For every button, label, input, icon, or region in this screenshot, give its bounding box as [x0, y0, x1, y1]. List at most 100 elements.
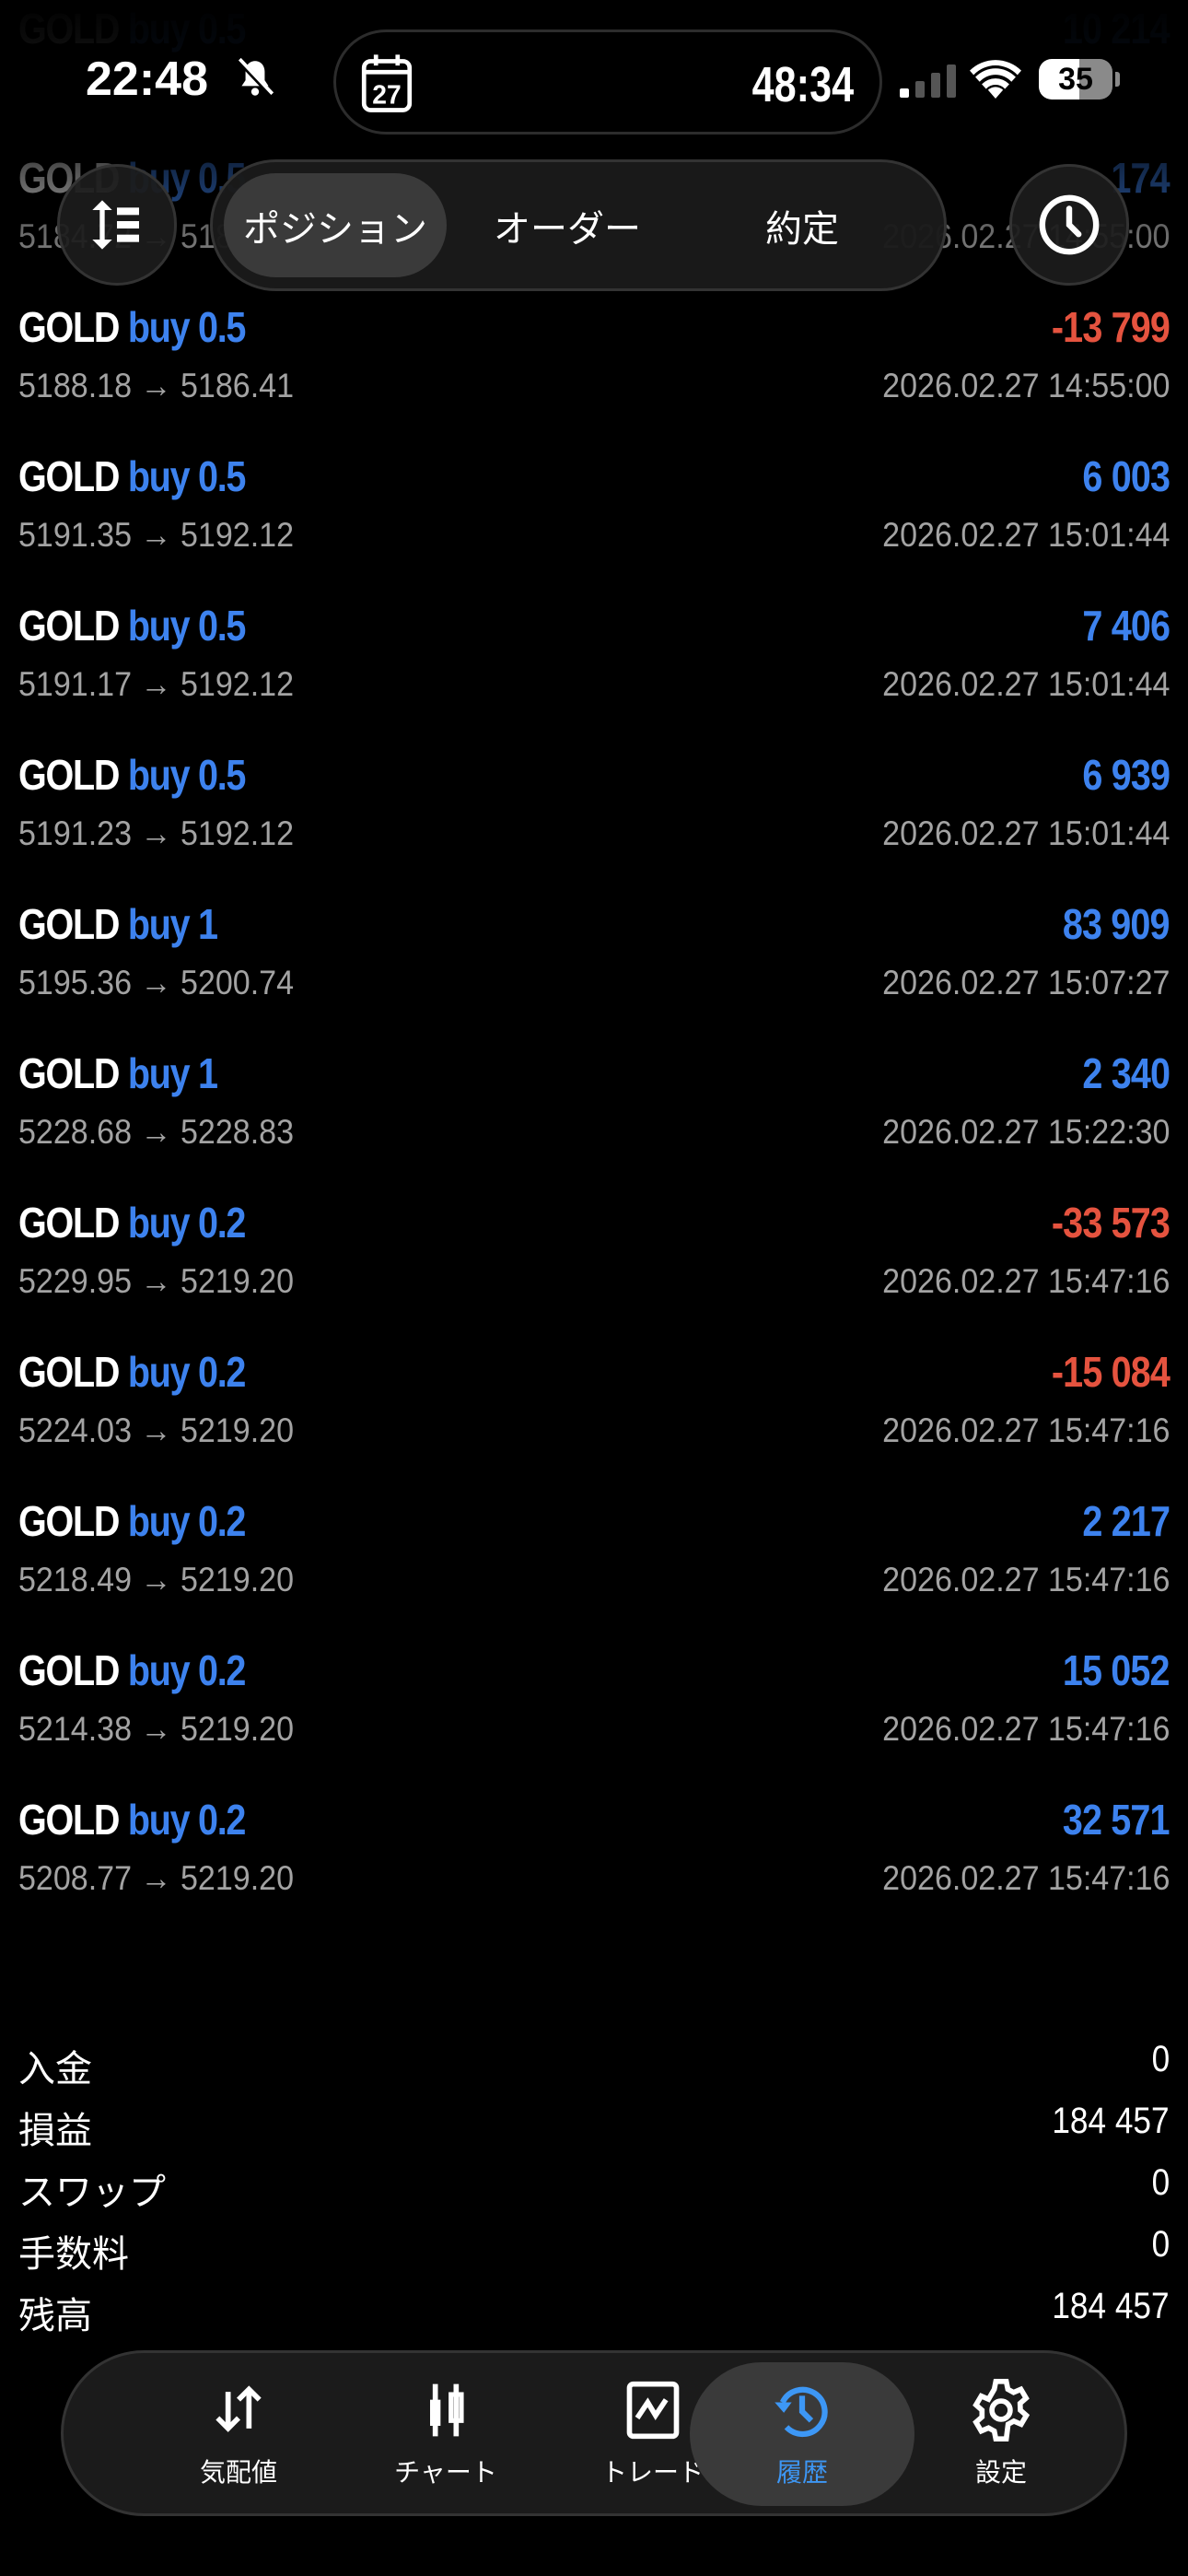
deal-row[interactable]: GOLD buy 0.5 7 406 5191.17 → 5192.12 2026.0…: [0, 580, 1188, 730]
candlestick-icon: [430, 2383, 464, 2437]
wifi-icon: [970, 60, 1021, 99]
deal-profit: 6 003: [1082, 452, 1171, 500]
nav-quotes[interactable]: 気配値: [137, 2362, 340, 2506]
status-bar: 22:48 27 48:34 35: [0, 0, 1188, 147]
history-type-tabs: ポジション オーダー 約定: [210, 159, 947, 291]
nav-trade[interactable]: トレード: [552, 2362, 754, 2506]
status-time: 22:48: [86, 53, 208, 106]
deal-symbol: GOLD: [18, 751, 120, 799]
dynamic-island[interactable]: 27 48:34: [333, 29, 882, 135]
account-summary: 入金 0 損益 184 457 スワップ 0 手数料 0 残高 184 457: [0, 2032, 1188, 2340]
deal-profit: 83 909: [1063, 900, 1171, 948]
sort-button[interactable]: [57, 164, 177, 286]
bottom-nav: 気配値 チャート トレード 履歴 設定: [61, 2350, 1127, 2516]
tab-deals[interactable]: 約定: [765, 208, 839, 250]
summary-row: スワップ 0: [0, 2155, 1188, 2217]
deal-side-volume: buy 0.2: [127, 1796, 247, 1844]
battery-level: 35: [1039, 59, 1112, 100]
deal-time: 2026.02.27 15:01:44: [881, 665, 1170, 703]
deal-title: GOLD buy 1: [18, 1048, 218, 1098]
sort-icon: [92, 200, 139, 250]
deal-profit: -15 084: [1051, 1348, 1171, 1396]
deal-profit: 2 217: [1082, 1497, 1171, 1545]
summary-value: 184 457: [1052, 2286, 1170, 2326]
deal-side-volume: buy 1: [127, 1049, 218, 1097]
period-button[interactable]: [1009, 164, 1129, 286]
deal-symbol: GOLD: [18, 900, 120, 948]
deal-side-volume: buy 1: [127, 900, 218, 948]
deal-title: GOLD buy 0.2: [18, 1496, 247, 1546]
summary-value: 0: [1151, 2039, 1170, 2079]
nav-settings[interactable]: 設定: [900, 2362, 1102, 2506]
timer-readout: 48:34: [751, 57, 855, 112]
summary-label: スワップ: [18, 2172, 166, 2213]
summary-label: 損益: [18, 2111, 92, 2151]
deal-symbol: GOLD: [18, 1796, 120, 1844]
summary-row: 手数料 0: [0, 2217, 1188, 2278]
deal-prices: 5188.18 → 5186.41: [18, 367, 295, 404]
deal-symbol: GOLD: [18, 1049, 120, 1097]
deal-profit: 6 939: [1082, 751, 1171, 799]
deal-time: 2026.02.27 15:01:44: [881, 814, 1170, 852]
deal-side-volume: buy 0.5: [127, 602, 247, 650]
deal-title: GOLD buy 1: [18, 899, 218, 949]
summary-label: 残高: [18, 2296, 92, 2336]
deal-side-volume: buy 0.5: [127, 303, 247, 351]
trade-chart-icon: [626, 2381, 680, 2440]
deal-profit: 7 406: [1082, 602, 1171, 650]
deal-side-volume: buy 0.5: [127, 751, 247, 799]
summary-row: 損益 184 457: [0, 2093, 1188, 2155]
deal-row[interactable]: GOLD buy 0.2 -15 084 5224.03 → 5219.20 2026…: [0, 1327, 1188, 1476]
tab-positions[interactable]: ポジション: [224, 173, 447, 277]
deal-title: GOLD buy 0.5: [18, 451, 247, 501]
summary-row: 入金 0: [0, 2032, 1188, 2093]
deal-title: GOLD buy 0.2: [18, 1347, 247, 1397]
deal-prices: 5208.77 → 5219.20: [18, 1859, 295, 1897]
nav-label: チャート: [394, 2458, 497, 2487]
deal-row[interactable]: GOLD buy 0.2 -33 573 5229.95 → 5219.20 2026…: [0, 1177, 1188, 1327]
deal-row[interactable]: GOLD buy 0.2 2 217 5218.49 → 5219.20 2026.0…: [0, 1476, 1188, 1625]
deal-row[interactable]: GOLD buy 0.2 15 052 5214.38 → 5219.20 2026.…: [0, 1625, 1188, 1774]
deal-row[interactable]: GOLD buy 1 83 909 5195.36 → 5200.74 2026.02…: [0, 879, 1188, 1028]
deal-profit: 15 052: [1063, 1646, 1171, 1694]
deal-title: GOLD buy 0.2: [18, 1795, 247, 1844]
deal-profit: -13 799: [1051, 303, 1171, 351]
quotes-arrows-icon: [215, 2385, 262, 2432]
deal-symbol: GOLD: [18, 303, 120, 351]
nav-history[interactable]: 履歴: [690, 2362, 914, 2506]
deal-side-volume: buy 0.2: [127, 1348, 247, 1396]
deal-time: 2026.02.27 15:47:16: [881, 1710, 1170, 1748]
deal-time: 2026.02.27 15:22:30: [881, 1113, 1170, 1151]
deal-time: 2026.02.27 15:01:44: [881, 516, 1170, 554]
deal-side-volume: buy 0.2: [127, 1497, 247, 1545]
deal-time: 2026.02.27 15:47:16: [881, 1411, 1170, 1449]
deal-symbol: GOLD: [18, 1199, 120, 1247]
deal-time: 2026.02.27 15:47:16: [881, 1859, 1170, 1897]
nav-chart[interactable]: チャート: [344, 2362, 547, 2506]
deal-row[interactable]: GOLD buy 0.5 -13 799 5188.18 → 5186.41 2026…: [0, 282, 1188, 431]
deal-title: GOLD buy 0.5: [18, 302, 247, 352]
deal-prices: 5195.36 → 5200.74: [18, 964, 295, 1001]
tab-orders[interactable]: オーダー: [494, 208, 641, 250]
deal-row[interactable]: GOLD buy 1 2 340 5228.68 → 5228.83 2026.02.…: [0, 1028, 1188, 1177]
deal-title: GOLD buy 0.2: [18, 1645, 246, 1695]
deal-prices: 5191.23 → 5192.12: [18, 814, 295, 852]
deal-profit: 2 340: [1082, 1049, 1171, 1097]
cellular-signal-icon: [900, 64, 956, 98]
summary-label: 手数料: [18, 2234, 129, 2275]
deal-side-volume: buy 0.5: [127, 452, 247, 500]
deal-side-volume: buy 0.2: [127, 1199, 247, 1247]
deal-time: 2026.02.27 15:07:27: [881, 964, 1170, 1001]
deal-row[interactable]: GOLD buy 0.5 6 939 5191.23 → 5192.12 2026.0…: [0, 730, 1188, 879]
deal-prices: 5214.38 → 5219.20: [18, 1710, 295, 1748]
deal-row[interactable]: GOLD buy 0.2 32 571 5208.77 → 5219.20 2026.…: [0, 1774, 1188, 1924]
summary-value: 184 457: [1052, 2101, 1170, 2141]
summary-value: 0: [1151, 2224, 1170, 2265]
deal-symbol: GOLD: [18, 1497, 120, 1545]
deal-prices: 5228.68 → 5228.83: [18, 1113, 295, 1151]
deal-symbol: GOLD: [18, 452, 120, 500]
deal-row[interactable]: GOLD buy 0.5 6 003 5191.35 → 5192.12 2026.0…: [0, 431, 1188, 580]
deal-symbol: GOLD: [18, 602, 120, 650]
nav-label: 設定: [974, 2458, 1027, 2487]
deal-symbol: GOLD: [18, 1348, 120, 1396]
